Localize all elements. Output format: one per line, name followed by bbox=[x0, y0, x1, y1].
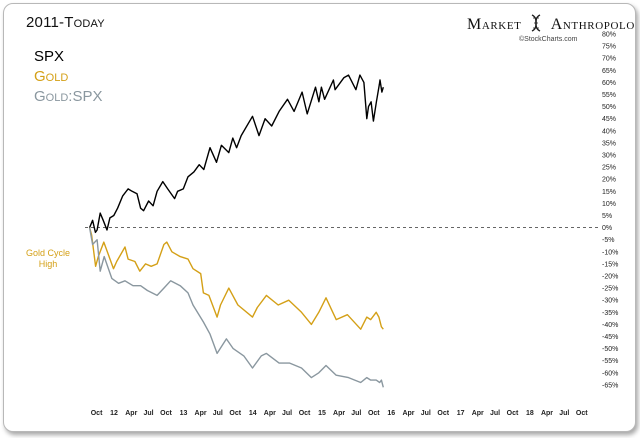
y-tick-label: 15% bbox=[602, 189, 616, 196]
legend-entry-gold-spx: Gold:SPX bbox=[34, 88, 103, 105]
y-tick-label: 70% bbox=[602, 56, 616, 63]
x-tick-label: 18 bbox=[526, 410, 534, 417]
y-tick-label: -65% bbox=[602, 382, 618, 389]
y-tick-label: 10% bbox=[602, 201, 616, 208]
x-tick-label: Oct bbox=[368, 410, 380, 417]
y-tick-label: -5% bbox=[602, 237, 614, 244]
y-tick-label: 45% bbox=[602, 116, 616, 123]
x-tick-label: Oct bbox=[160, 410, 172, 417]
x-tick-label: Jul bbox=[282, 410, 292, 417]
legend-entry-gold: Gold bbox=[34, 68, 69, 85]
y-tick-label: -45% bbox=[602, 334, 618, 341]
annotation-line-2: High bbox=[38, 259, 58, 269]
legend-entry-spx: SPX bbox=[34, 48, 65, 65]
y-tick-label: 65% bbox=[602, 68, 616, 75]
annotation-line-1: Gold Cycle bbox=[25, 248, 70, 258]
brand-word-anthropology: Anthropology bbox=[550, 16, 635, 33]
y-tick-label: -15% bbox=[602, 261, 618, 268]
x-tick-label: Oct bbox=[229, 410, 241, 417]
brand-logo: Market Anthropology bbox=[467, 14, 635, 34]
x-tick-label: Jul bbox=[213, 410, 223, 417]
x-tick-label: 14 bbox=[249, 410, 257, 417]
series-line-spx bbox=[88, 74, 384, 234]
annotation-gold-cycle-high: Gold Cycle High bbox=[8, 248, 88, 270]
x-tick-label: Oct bbox=[507, 410, 519, 417]
y-tick-label: 35% bbox=[602, 140, 616, 147]
y-tick-label: -30% bbox=[602, 298, 618, 305]
y-tick-label: 60% bbox=[602, 80, 616, 87]
dna-helix-icon bbox=[529, 14, 543, 32]
y-tick-label: -40% bbox=[602, 322, 618, 329]
y-tick-label: 80% bbox=[602, 32, 616, 39]
x-tick-label: 15 bbox=[318, 410, 326, 417]
x-tick-label: Apr bbox=[264, 410, 276, 417]
x-tick-label: Apr bbox=[541, 410, 553, 417]
x-tick-label: Apr bbox=[472, 410, 484, 417]
x-tick-label: Oct bbox=[91, 410, 103, 417]
y-tick-label: -35% bbox=[602, 310, 618, 317]
x-tick-label: 12 bbox=[110, 410, 118, 417]
brand-word-market: Market bbox=[467, 16, 522, 33]
x-tick-label: Jul bbox=[421, 410, 431, 417]
y-tick-label: 50% bbox=[602, 104, 616, 111]
y-tick-label: -50% bbox=[602, 346, 618, 353]
y-tick-label: -55% bbox=[602, 358, 618, 365]
x-tick-label: Apr bbox=[195, 410, 207, 417]
y-tick-label: 25% bbox=[602, 165, 616, 172]
x-tick-label: 13 bbox=[180, 410, 188, 417]
x-tick-label: Apr bbox=[125, 410, 137, 417]
y-tick-label: -60% bbox=[602, 370, 618, 377]
x-tick-label: 16 bbox=[387, 410, 395, 417]
chart-title: 2011-Today bbox=[26, 14, 105, 31]
y-tick-label: 75% bbox=[602, 44, 616, 51]
y-tick-label: -10% bbox=[602, 249, 618, 256]
series-line-gold bbox=[88, 227, 384, 330]
chart-frame: 80% 75% 70% 65% 60% 55% 50% 45% 40% 35% 30% 25% 20% 1… bbox=[3, 3, 636, 432]
y-tick-label: 20% bbox=[602, 177, 616, 184]
y-tick-label: 30% bbox=[602, 153, 616, 160]
source-credit: ©StockCharts.com bbox=[519, 36, 578, 43]
y-tick-label: -25% bbox=[602, 286, 618, 293]
y-tick-label: 5% bbox=[602, 213, 612, 220]
series-line-gold-spx bbox=[88, 227, 384, 388]
x-tick-label: Jul bbox=[490, 410, 500, 417]
plot-area: 80% 75% 70% 65% 60% 55% 50% 45% 40% 35% 30% 25% 20% 1… bbox=[85, 32, 618, 417]
x-tick-label: 17 bbox=[457, 410, 465, 417]
y-tick-label: 55% bbox=[602, 92, 616, 99]
y-tick-label: 40% bbox=[602, 128, 616, 135]
x-tick-label: Jul bbox=[143, 410, 153, 417]
x-tick-label: Apr bbox=[333, 410, 345, 417]
x-tick-label: Oct bbox=[437, 410, 449, 417]
x-tick-label: Jul bbox=[559, 410, 569, 417]
x-tick-label: Oct bbox=[299, 410, 311, 417]
x-tick-label: Jul bbox=[351, 410, 361, 417]
y-tick-label: -20% bbox=[602, 274, 618, 281]
x-tick-label: Apr bbox=[402, 410, 414, 417]
x-tick-label: Oct bbox=[576, 410, 588, 417]
y-tick-label: 0% bbox=[602, 225, 612, 232]
